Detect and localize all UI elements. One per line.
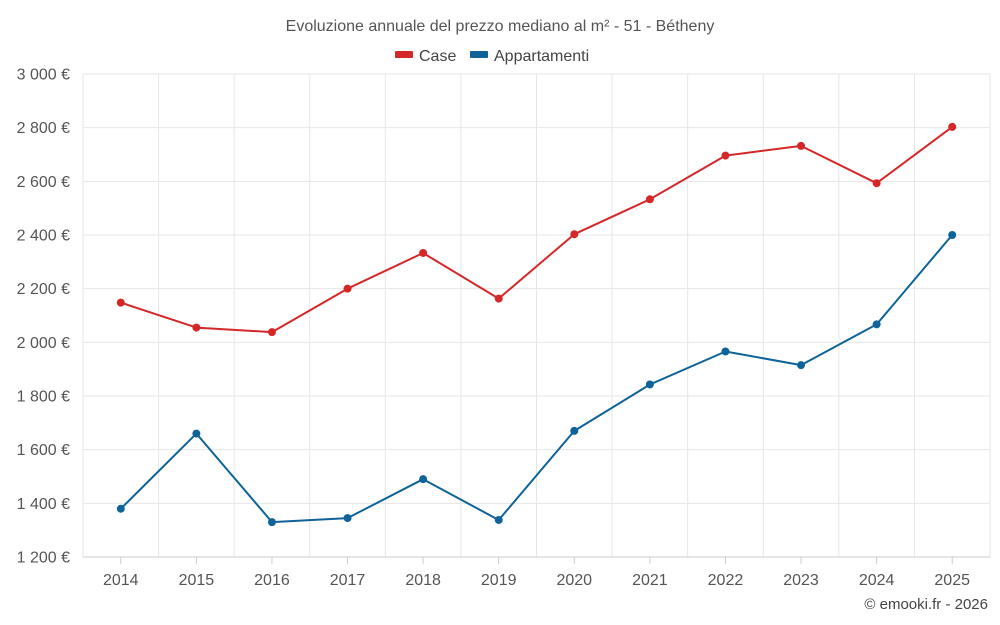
data-point-case[interactable] bbox=[267, 328, 276, 337]
y-tick-label: 1 600 € bbox=[17, 442, 70, 459]
x-tick-label: 2017 bbox=[330, 572, 366, 589]
y-tick-label: 1 800 € bbox=[17, 389, 70, 406]
x-axis: 2014 2015 2016 2017 2018 2019 2020 2021 2022 2023… bbox=[83, 556, 990, 589]
data-point-appartamenti[interactable] bbox=[267, 518, 276, 527]
data-point-case[interactable] bbox=[419, 248, 428, 257]
y-tick-label: 2 200 € bbox=[17, 281, 70, 298]
data-point-appartamenti[interactable] bbox=[116, 504, 125, 513]
x-tick-label: 2020 bbox=[556, 572, 592, 589]
x-tick-label: 2018 bbox=[405, 572, 441, 589]
series-case bbox=[116, 122, 957, 337]
legend-label-appartamenti[interactable]: Appartamenti bbox=[494, 48, 589, 65]
x-tick-label: 2019 bbox=[481, 572, 517, 589]
y-tick-label: 3 000 € bbox=[17, 67, 70, 84]
x-tick-label: 2022 bbox=[708, 572, 744, 589]
data-point-appartamenti[interactable] bbox=[343, 514, 352, 523]
data-point-appartamenti[interactable] bbox=[797, 361, 806, 370]
y-tick-label: 2 600 € bbox=[17, 174, 70, 191]
data-point-case[interactable] bbox=[872, 179, 881, 188]
series-appartamenti bbox=[116, 231, 957, 527]
data-point-appartamenti[interactable] bbox=[494, 515, 503, 524]
series-line-appartamenti bbox=[119, 234, 954, 524]
data-point-appartamenti[interactable] bbox=[192, 429, 201, 438]
chart-title: Evoluzione annuale del prezzo mediano al… bbox=[286, 18, 715, 35]
legend: Case Appartamenti bbox=[395, 48, 589, 65]
x-tick-label: 2015 bbox=[179, 572, 215, 589]
data-point-case[interactable] bbox=[116, 298, 125, 307]
data-point-appartamenti[interactable] bbox=[419, 475, 428, 484]
series-line-case bbox=[119, 125, 954, 334]
data-point-case[interactable] bbox=[645, 195, 654, 204]
data-point-case[interactable] bbox=[948, 122, 957, 131]
credit-text: © emooki.fr - 2026 bbox=[864, 596, 988, 613]
y-tick-label: 2 400 € bbox=[17, 228, 70, 245]
data-point-case[interactable] bbox=[797, 141, 806, 150]
data-point-appartamenti[interactable] bbox=[645, 380, 654, 389]
x-tick-label: 2016 bbox=[254, 572, 290, 589]
legend-swatch-case bbox=[395, 51, 413, 58]
legend-swatch-appartamenti bbox=[470, 51, 488, 58]
data-point-case[interactable] bbox=[570, 230, 579, 239]
data-point-appartamenti[interactable] bbox=[948, 231, 957, 239]
data-point-case[interactable] bbox=[343, 284, 352, 293]
data-point-case[interactable] bbox=[192, 323, 201, 332]
data-point-appartamenti[interactable] bbox=[721, 347, 730, 356]
y-tick-label: 2 000 € bbox=[17, 335, 70, 352]
legend-label-case[interactable]: Case bbox=[419, 48, 456, 65]
x-tick-label: 2014 bbox=[103, 572, 139, 589]
data-point-appartamenti[interactable] bbox=[872, 320, 881, 329]
data-point-case[interactable] bbox=[494, 294, 503, 303]
y-tick-label: 1 400 € bbox=[17, 496, 70, 513]
y-tick-label: 1 200 € bbox=[17, 550, 70, 567]
grid bbox=[82, 73, 991, 558]
y-axis: 1 200 € 1 400 € 1 600 € 1 800 € 2 000 € 2 200… bbox=[17, 67, 70, 567]
y-tick-label: 2 800 € bbox=[17, 120, 70, 137]
x-tick-label: 2024 bbox=[859, 572, 895, 589]
x-tick-label: 2025 bbox=[934, 572, 970, 589]
data-point-case[interactable] bbox=[721, 151, 730, 160]
x-tick-label: 2021 bbox=[632, 572, 668, 589]
data-point-appartamenti[interactable] bbox=[570, 426, 579, 435]
x-tick-label: 2023 bbox=[783, 572, 819, 589]
series-group bbox=[116, 122, 957, 527]
